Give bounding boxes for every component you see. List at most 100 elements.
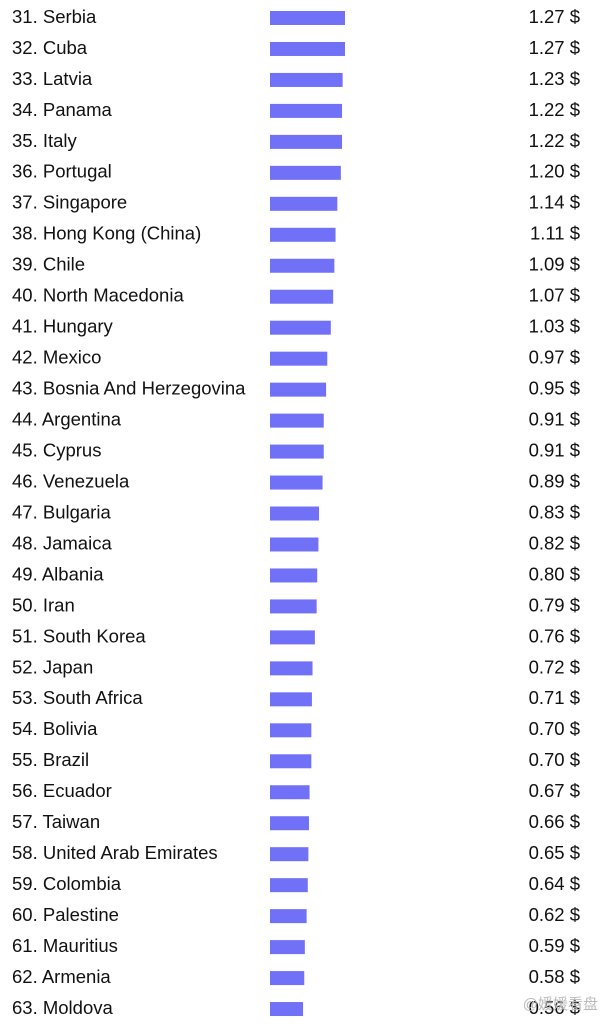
value-label: 1.07 $ (529, 285, 580, 306)
category-label: 32. Cuba (12, 37, 88, 58)
value-label: 0.62 $ (529, 904, 580, 925)
value-label: 0.83 $ (529, 501, 580, 522)
category-label: 43. Bosnia And Herzegovina (12, 378, 246, 399)
value-label: 1.09 $ (529, 254, 580, 275)
category-label: 46. Venezuela (12, 470, 130, 491)
bar (270, 258, 335, 273)
category-label: 56. Ecuador (12, 780, 112, 801)
value-label: 1.11 $ (530, 223, 580, 244)
bar (270, 289, 334, 304)
value-label: 0.80 $ (529, 563, 580, 584)
category-label: 62. Armenia (12, 966, 111, 987)
category-label: 37. Singapore (12, 192, 127, 213)
bar (270, 537, 319, 552)
value-label: 0.91 $ (529, 409, 580, 430)
value-label: 0.76 $ (529, 625, 580, 646)
bar (270, 785, 310, 800)
category-label: 58. United Arab Emirates (12, 842, 218, 863)
bar (270, 382, 327, 397)
value-label: 0.91 $ (529, 439, 580, 460)
value-label: 1.20 $ (529, 161, 580, 182)
bar (270, 599, 317, 614)
category-label: 60. Palestine (12, 904, 119, 925)
bar (270, 227, 336, 242)
category-label: 34. Panama (12, 99, 112, 120)
value-label: 1.22 $ (529, 99, 580, 120)
category-label: 63. Moldova (12, 997, 113, 1018)
value-label: 0.82 $ (529, 532, 580, 553)
value-label: 0.64 $ (529, 873, 580, 894)
category-label: 35. Italy (12, 130, 78, 151)
category-label: 49. Albania (12, 563, 104, 584)
bar (270, 72, 343, 87)
category-label: 52. Japan (12, 656, 93, 677)
bar (270, 134, 343, 149)
bar (270, 413, 324, 428)
category-label: 41. Hungary (12, 316, 114, 337)
value-label: 0.70 $ (529, 718, 580, 739)
value-label: 0.67 $ (529, 780, 580, 801)
bar (270, 351, 328, 366)
category-label: 31. Serbia (12, 6, 97, 27)
category-label: 39. Chile (12, 254, 85, 275)
bar (270, 940, 305, 955)
bar (270, 816, 309, 831)
bar (270, 506, 320, 521)
category-label: 61. Mauritius (12, 935, 118, 956)
bar (270, 971, 305, 986)
bar (270, 847, 309, 862)
bar (270, 692, 312, 707)
category-label: 57. Taiwan (12, 811, 100, 832)
bar (270, 661, 313, 676)
category-label: 50. Iran (12, 594, 75, 615)
bar (270, 878, 308, 893)
value-label: 0.95 $ (529, 378, 580, 399)
bar (270, 11, 345, 25)
category-label: 53. South Africa (12, 687, 143, 708)
category-label: 51. South Korea (12, 625, 146, 646)
value-label: 1.22 $ (529, 130, 580, 151)
category-label: 48. Jamaica (12, 532, 112, 553)
bar (270, 475, 323, 490)
value-label: 0.72 $ (529, 656, 580, 677)
bar (270, 41, 345, 56)
category-label: 45. Cyprus (12, 439, 101, 460)
category-label: 40. North Macedonia (12, 285, 184, 306)
bar (270, 723, 312, 738)
value-label: 0.66 $ (529, 811, 580, 832)
value-label: 0.70 $ (529, 749, 580, 770)
bar (270, 320, 331, 335)
bar (270, 754, 312, 769)
watermark: @媛媛看盘 (523, 995, 598, 1013)
category-label: 33. Latvia (12, 68, 93, 89)
value-label: 1.27 $ (529, 6, 580, 27)
bar (270, 196, 338, 211)
bar (270, 103, 343, 118)
value-label: 1.14 $ (529, 192, 580, 213)
value-label: 0.79 $ (529, 594, 580, 615)
bar (270, 630, 315, 645)
category-label: 44. Argentina (12, 409, 122, 430)
bar (270, 568, 318, 583)
value-label: 0.58 $ (529, 966, 580, 987)
value-label: 0.97 $ (529, 347, 580, 368)
category-label: 42. Mexico (12, 347, 101, 368)
category-label: 36. Portugal (12, 161, 112, 182)
category-label: 55. Brazil (12, 749, 89, 770)
bar (270, 1002, 304, 1017)
category-label: 54. Bolivia (12, 718, 98, 739)
value-label: 0.56 $ (529, 997, 580, 1018)
bar (270, 444, 324, 459)
value-label: 0.65 $ (529, 842, 580, 863)
value-label: 0.59 $ (529, 935, 580, 956)
value-label: 0.71 $ (529, 687, 580, 708)
value-label: 1.27 $ (529, 37, 580, 58)
value-label: 0.89 $ (529, 470, 580, 491)
category-label: 59. Colombia (12, 873, 122, 894)
bar (270, 165, 341, 180)
value-label: 1.23 $ (529, 68, 580, 89)
category-label: 38. Hong Kong (China) (12, 223, 201, 244)
bar (270, 909, 307, 924)
category-label: 47. Bulgaria (12, 501, 111, 522)
